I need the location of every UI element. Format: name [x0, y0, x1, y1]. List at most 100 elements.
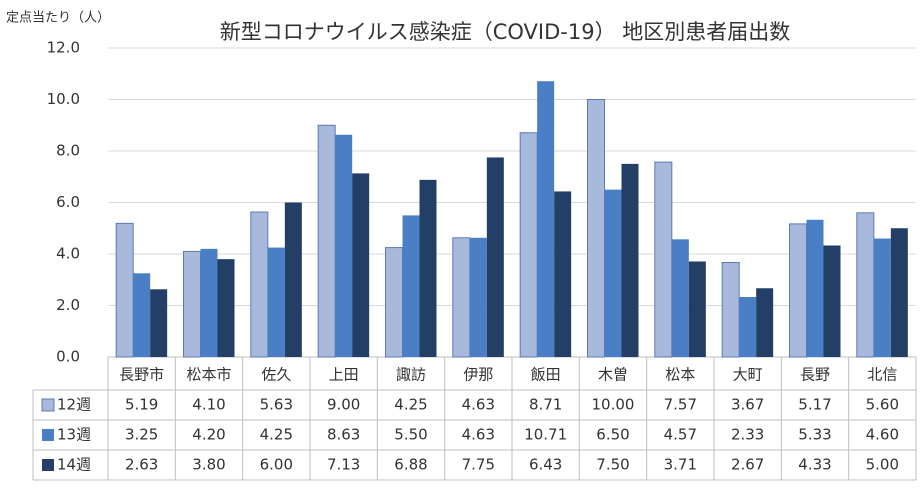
bar [856, 212, 875, 358]
table-value: 6.43 [529, 456, 562, 474]
table-value: 7.50 [596, 456, 629, 474]
bar [739, 297, 757, 357]
y-tick-label: 12.0 [47, 39, 80, 57]
bar [486, 157, 504, 357]
x-tick-label: 北信 [867, 366, 897, 384]
bar [284, 202, 302, 357]
bar [452, 237, 471, 358]
table-value: 3.80 [192, 456, 225, 474]
y-tick-label: 0.0 [56, 348, 80, 366]
x-tick-label: 松本市 [186, 366, 231, 384]
bar [621, 163, 639, 357]
table-value: 5.00 [866, 456, 899, 474]
bar [335, 134, 353, 357]
table-value: 4.33 [798, 456, 831, 474]
x-tick-label: 伊那 [463, 366, 493, 384]
bar [469, 237, 487, 357]
bar [217, 259, 235, 357]
table-value: 7.13 [327, 456, 360, 474]
y-axis-title: 定点当たり（人） [6, 11, 110, 26]
table-value: 4.25 [260, 426, 293, 444]
legend-label: 13週 [57, 426, 91, 444]
bar [587, 99, 605, 358]
table-value: 7.57 [664, 396, 697, 414]
table-value: 5.60 [866, 396, 899, 414]
y-tick-label: 4.0 [56, 245, 80, 263]
bar [200, 248, 218, 357]
table-value: 3.25 [125, 426, 158, 444]
legend-swatch [42, 459, 54, 471]
table-value: 10.71 [524, 426, 567, 444]
bar [756, 288, 774, 357]
x-tick-label: 木曽 [598, 366, 628, 384]
legend-label: 12週 [57, 396, 91, 414]
x-tick-label: 諏訪 [396, 366, 426, 384]
table-value: 4.57 [664, 426, 697, 444]
y-tick-label: 8.0 [56, 142, 80, 160]
table-value: 4.60 [866, 426, 899, 444]
x-tick-label: 上田 [329, 366, 359, 384]
bar [419, 179, 437, 357]
bar [385, 247, 403, 358]
table-value: 5.33 [798, 426, 831, 444]
legend-label: 14週 [57, 456, 91, 474]
x-tick-label: 長野 [800, 366, 830, 384]
table-value: 4.10 [192, 396, 225, 414]
bar [250, 211, 269, 358]
bar [654, 161, 673, 358]
bar [823, 245, 841, 357]
table-value: 2.63 [125, 456, 158, 474]
table-value: 8.63 [327, 426, 360, 444]
bar [721, 261, 740, 358]
bar [806, 219, 824, 357]
x-tick-label: 飯田 [531, 366, 561, 384]
table-value: 10.00 [592, 396, 635, 414]
bar [554, 191, 572, 357]
table-value: 3.67 [731, 396, 764, 414]
bar [133, 273, 151, 357]
table-value: 5.17 [798, 396, 831, 414]
table-value: 8.71 [529, 396, 562, 414]
bar [115, 222, 134, 358]
bar [183, 250, 201, 358]
bar [671, 239, 689, 357]
bar [890, 228, 908, 357]
legend-swatch [42, 429, 54, 441]
bar [402, 215, 420, 357]
table-value: 6.00 [260, 456, 293, 474]
table-value: 3.71 [664, 456, 697, 474]
table-value: 4.63 [462, 396, 495, 414]
chart-title: 新型コロナウイルス感染症（COVID-19） 地区別患者届出数 [220, 20, 791, 44]
bar [519, 132, 538, 358]
bar [789, 223, 807, 358]
bar [150, 289, 168, 357]
x-tick-label: 大町 [733, 366, 763, 384]
bar [267, 247, 285, 357]
bar [537, 81, 555, 357]
table-value: 2.67 [731, 456, 764, 474]
bar [873, 238, 891, 357]
table-value: 6.88 [394, 456, 427, 474]
table-value: 5.63 [260, 396, 293, 414]
y-tick-label: 2.0 [56, 296, 80, 314]
bar [604, 189, 622, 357]
table-value: 5.19 [125, 396, 158, 414]
x-tick-label: 長野市 [119, 366, 164, 384]
legend-swatch [41, 398, 55, 412]
table-value: 4.25 [394, 396, 427, 414]
bar [317, 124, 336, 358]
table-value: 4.20 [192, 426, 225, 444]
table-value: 5.50 [394, 426, 427, 444]
table-value: 6.50 [596, 426, 629, 444]
bar [352, 173, 370, 357]
y-tick-label: 6.0 [56, 193, 80, 211]
y-tick-label: 10.0 [47, 90, 80, 108]
table-value: 9.00 [327, 396, 360, 414]
table-value: 7.75 [462, 456, 495, 474]
x-tick-label: 佐久 [261, 366, 291, 384]
x-tick-label: 松本 [665, 366, 695, 384]
table-value: 2.33 [731, 426, 764, 444]
bar [688, 261, 706, 357]
table-value: 4.63 [462, 426, 495, 444]
